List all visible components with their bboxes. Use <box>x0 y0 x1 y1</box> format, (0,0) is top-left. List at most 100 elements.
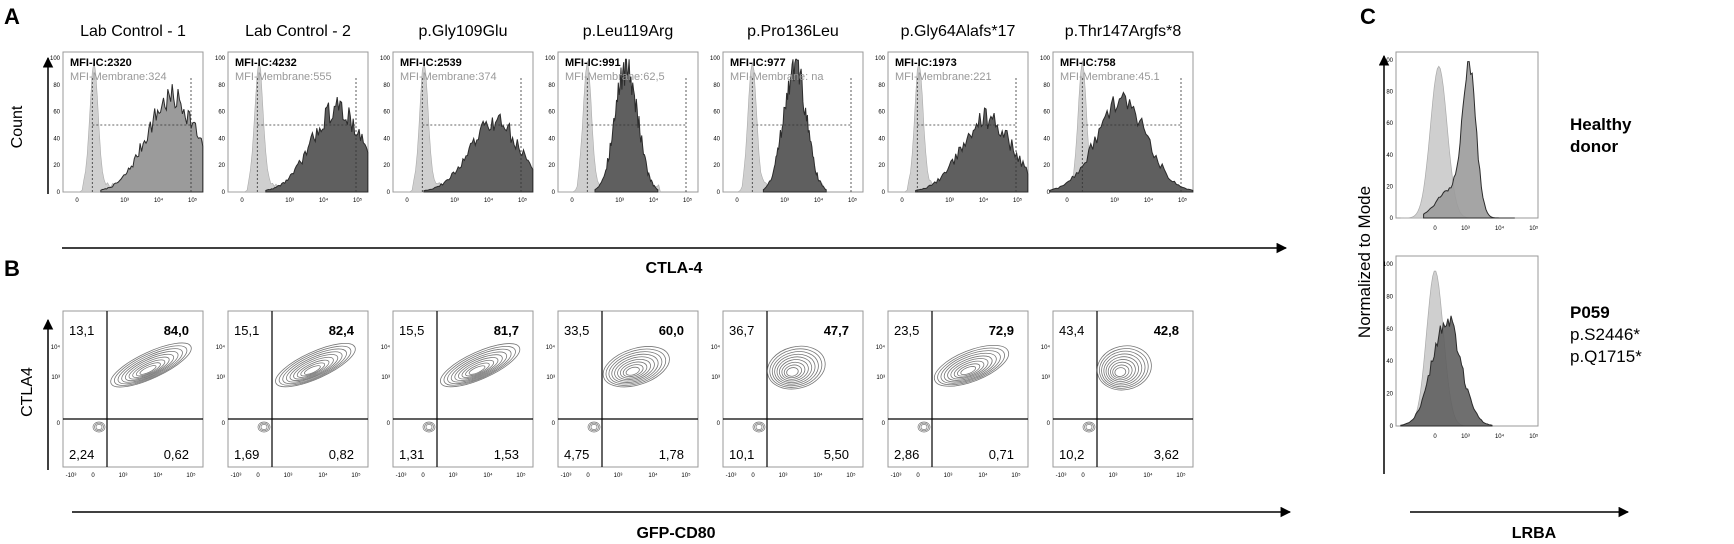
count-tick-label: 60 <box>383 110 390 116</box>
contour-y-tick-label: 10³ <box>1041 375 1050 381</box>
contour-x-tick-label: -10³ <box>891 473 902 479</box>
log-tick-label: 10³ <box>285 198 294 204</box>
log-tick-label: 0 <box>1433 226 1437 232</box>
count-tick-label: 80 <box>53 83 60 89</box>
log-tick-label: 0 <box>735 198 739 204</box>
contour-ring <box>450 351 508 383</box>
contour-y-tick-label: 0 <box>882 421 886 427</box>
mfi-membrane-label: MFI-Membrane:555 <box>235 71 332 83</box>
log-tick-label: 10⁴ <box>1495 433 1505 440</box>
log-tick-label: 10⁵ <box>188 197 198 204</box>
contour-panel-5: 10⁴ 10³ 0 -10³ 0 10³ 10⁴ 10⁵ 36,7 47,7 10,1 5,50 <box>711 310 864 479</box>
quadrant-upper-left: 33,5 <box>564 323 589 338</box>
contour-y-tick-label: 10³ <box>216 375 225 381</box>
contour-ring <box>1105 356 1139 384</box>
contour-ring <box>113 345 188 386</box>
contour-x-tick-label: 10⁵ <box>1011 472 1021 479</box>
contour-ring <box>259 422 269 432</box>
contour-panel-4: 10⁴ 10³ 0 -10³ 0 10³ 10⁴ 10⁵ 33,5 60,0 4,75 1,78 <box>546 310 699 479</box>
contour-y-tick-label: 0 <box>222 421 226 427</box>
contour-ring <box>458 357 499 380</box>
contour-y-tick-label: 10³ <box>381 375 390 381</box>
mfi-membrane-label: MFI-Membrane: na <box>730 71 824 83</box>
quadrant-lower-left: 2,86 <box>894 447 919 462</box>
sample-histogram <box>594 58 659 193</box>
contour-panel-2: 10⁴ 10³ 0 -10³ 0 10³ 10⁴ 10⁵ 15,1 82,4 1,69 0,82 <box>216 310 369 479</box>
contour-y-tick-label: 10³ <box>711 375 720 381</box>
contour-ring <box>257 421 271 433</box>
count-tick-label: 100 <box>1383 58 1394 64</box>
count-tick-label: 80 <box>218 83 225 89</box>
count-tick-label: 60 <box>1386 327 1393 333</box>
count-tick-label: 20 <box>548 163 555 169</box>
contour-ring <box>960 366 977 376</box>
count-tick-label: 80 <box>713 83 720 89</box>
contour-ring <box>919 422 929 432</box>
log-tick-label: 10⁴ <box>814 197 824 204</box>
contour-ring <box>752 421 766 433</box>
sample-histogram <box>1400 315 1493 427</box>
contour-ring <box>289 354 339 381</box>
log-tick-label: 0 <box>75 198 79 204</box>
contour-ring <box>774 353 816 385</box>
contour-x-tick-label: -10³ <box>396 473 407 479</box>
quadrant-upper-right: 42,8 <box>1154 323 1179 338</box>
contour-panel-1: 10⁴ 10³ 0 -10³ 0 10³ 10⁴ 10⁵ 13,1 84,0 2,24 0,62 <box>51 310 204 479</box>
plot-frame <box>62 310 204 468</box>
log-tick-label: 0 <box>240 198 244 204</box>
log-tick-label: 10³ <box>780 198 789 204</box>
histogram-title: Lab Control - 1 <box>80 23 186 40</box>
contour-ring <box>953 360 985 378</box>
contour-ring <box>767 345 826 390</box>
contour-x-tick-label: 10⁵ <box>186 472 196 479</box>
histogram-title: p.Thr147Argfs*8 <box>1065 23 1182 40</box>
quadrant-upper-left: 36,7 <box>729 323 754 338</box>
contour-ring <box>425 424 433 430</box>
mfi-membrane-label: MFI-Membrane:324 <box>70 71 167 83</box>
contour-ring <box>950 358 989 380</box>
row-label-line: P059 <box>1570 303 1610 322</box>
log-tick-label: 0 <box>1433 434 1437 440</box>
histogram-title: p.Leu119Arg <box>583 23 673 40</box>
quadrant-upper-left: 15,1 <box>234 323 259 338</box>
mfi-membrane-label: MFI-Membrane:45.1 <box>1060 71 1160 83</box>
panel-letter-b: B <box>4 256 20 281</box>
contour-x-tick-label: 10⁴ <box>648 472 658 479</box>
contour-ring <box>424 422 434 432</box>
count-tick-label: 0 <box>1390 216 1394 222</box>
count-tick-label: 60 <box>878 110 885 116</box>
contour-y-tick-label: 0 <box>717 421 721 427</box>
contour-ring <box>755 424 763 430</box>
contour-ring <box>132 359 166 378</box>
histogram-panel-7: p.Thr147Argfs*8 100 80 60 40 20 0 0 10³ 10⁴ 10⁵ MFI… <box>1040 23 1194 204</box>
contour-ring <box>139 365 157 375</box>
row-label-line: Healthy <box>1570 115 1632 134</box>
count-tick-label: 20 <box>1043 163 1050 169</box>
histogram-panel-1: Lab Control - 1 100 80 60 40 20 0 0 10³ 10⁴ 10⁵ MFI… <box>50 23 204 204</box>
contour-ring <box>278 345 352 386</box>
quadrant-upper-left: 15,5 <box>399 323 424 338</box>
contour-x-tick-label: 10³ <box>614 473 623 479</box>
sample-histogram <box>100 84 204 193</box>
contour-ring <box>957 363 981 377</box>
quadrant-lower-left: 1,69 <box>234 447 259 462</box>
lrba-histogram-1: 100 80 60 40 20 0 0 10³ 10⁴ 10⁵ Healthy donor <box>1383 51 1632 232</box>
quadrant-upper-right: 84,0 <box>164 323 189 338</box>
contour-ring <box>275 343 356 388</box>
contour-ring <box>622 364 644 378</box>
contour-ring <box>590 424 598 430</box>
contour-y-tick-label: 10⁴ <box>711 344 721 351</box>
log-tick-label: 10⁴ <box>319 197 329 204</box>
histogram-column-c: 100 80 60 40 20 0 0 10³ 10⁴ 10⁵ Healthy donor 100 80 6… <box>1383 51 1642 440</box>
contour-x-tick-label: 0 <box>586 473 590 479</box>
quadrant-upper-left: 43,4 <box>1059 323 1084 338</box>
count-tick-label: 80 <box>878 83 885 89</box>
row-label-line: donor <box>1570 137 1619 156</box>
count-tick-label: 60 <box>53 110 60 116</box>
lrba-histogram-2: 100 80 60 40 20 0 0 10³ 10⁴ 10⁵ P059 p.S2446* p.Q171… <box>1383 255 1642 440</box>
count-tick-label: 80 <box>548 83 555 89</box>
count-tick-label: 100 <box>1383 262 1394 268</box>
contour-ring <box>1107 359 1136 382</box>
contour-x-tick-label: 10⁴ <box>483 472 493 479</box>
